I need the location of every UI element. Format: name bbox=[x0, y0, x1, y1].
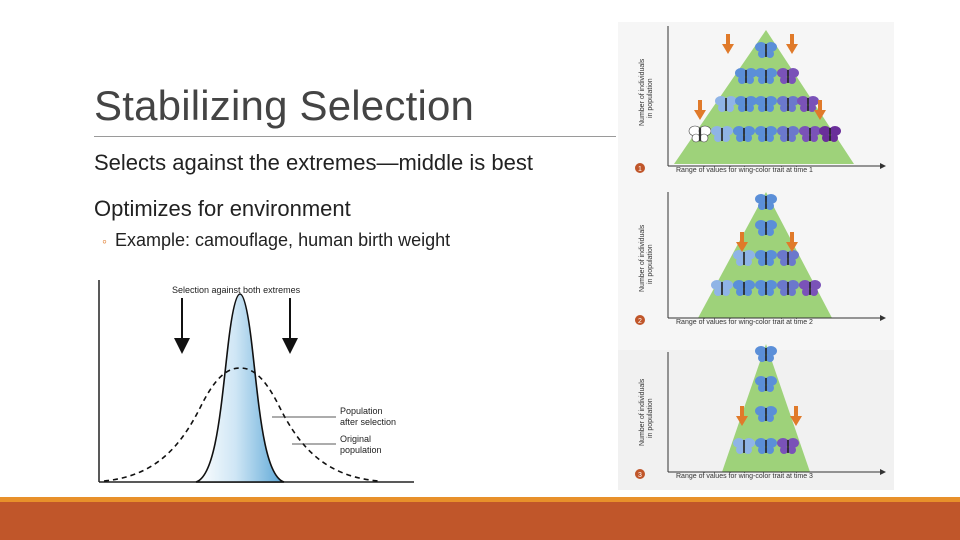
original-population-curve bbox=[103, 367, 379, 482]
slide-title: Stabilizing Selection bbox=[94, 82, 475, 129]
original-label-2: population bbox=[340, 445, 382, 455]
butterfly-icon bbox=[688, 125, 712, 143]
svg-text:Number of individuals: Number of individuals bbox=[639, 224, 646, 292]
down-arrow-icon bbox=[282, 338, 298, 354]
after-selection-label-2: after selection bbox=[340, 417, 396, 427]
y-axis-label-1: Number of individuals bbox=[639, 58, 646, 126]
x-axis-label-3: Range of values for wing-color trait at … bbox=[676, 473, 813, 480]
y-axis-label-2: in population bbox=[647, 78, 654, 118]
selection-header: Selection against both extremes bbox=[172, 285, 301, 295]
step-badge bbox=[635, 469, 645, 479]
after-selection-label-1: Population bbox=[340, 406, 383, 416]
bullet-2: Optimizes for environment bbox=[94, 196, 351, 221]
svg-text:in population: in population bbox=[647, 244, 654, 284]
step-badge bbox=[635, 315, 645, 325]
x-axis-label-1: Range of values for wing-color trait at … bbox=[676, 167, 813, 174]
svg-text:in population: in population bbox=[647, 398, 654, 438]
step-badge bbox=[635, 163, 645, 173]
down-arrow-icon bbox=[174, 338, 190, 354]
panel-time-3: Number of individuals in population 3 Ra… bbox=[618, 344, 894, 490]
sub-bullet-text: Example: camouflage, human birth weight bbox=[114, 230, 451, 250]
bullet-1: Selects against the extremes—middle is b… bbox=[94, 150, 533, 175]
svg-text:2: 2 bbox=[638, 318, 642, 325]
butterfly-selection-figure: Number of individuals in population 1 Ra… bbox=[618, 22, 894, 490]
x-axis-label-2: Range of values for wing-color trait at … bbox=[676, 319, 813, 326]
sub-bullet-1: ◦ Example: camouflage, human birth weight bbox=[102, 230, 450, 251]
title-divider bbox=[94, 136, 616, 137]
stabilizing-selection-diagram: Selection against both extremes Populati… bbox=[96, 276, 416, 486]
panel-time-2: Number of individuals in population 2 Ra… bbox=[635, 192, 886, 326]
after-selection-curve bbox=[195, 293, 285, 483]
footer-accent-line bbox=[0, 497, 960, 502]
panel-time-1: Number of individuals in population 1 Ra… bbox=[635, 26, 886, 174]
bullet-circle-icon: ◦ bbox=[102, 233, 107, 249]
original-label-1: Original bbox=[340, 434, 371, 444]
svg-text:3: 3 bbox=[638, 472, 642, 479]
footer-band bbox=[0, 502, 960, 540]
svg-text:Number of individuals: Number of individuals bbox=[639, 378, 646, 446]
svg-text:1: 1 bbox=[638, 166, 642, 173]
